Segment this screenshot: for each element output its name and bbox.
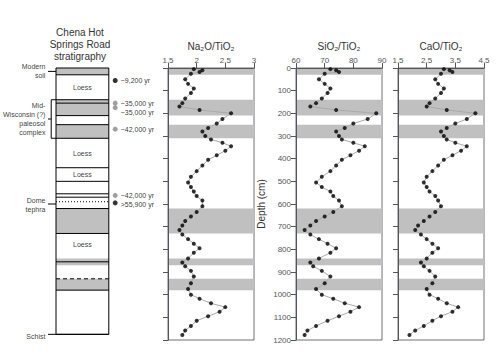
svg-text:600: 600: [278, 200, 292, 209]
svg-text:~35,000 yr: ~35,000 yr: [121, 100, 155, 108]
svg-text:1000: 1000: [273, 290, 291, 299]
svg-text:Depth (cm): Depth (cm): [256, 179, 267, 228]
svg-text:>55,900 yr: >55,900 yr: [121, 201, 155, 209]
svg-text:~9,200 yr: ~9,200 yr: [121, 77, 151, 85]
svg-text:~42,000 yr: ~42,000 yr: [121, 192, 155, 200]
svg-text:70: 70: [320, 56, 329, 65]
svg-text:Na₂O/TiO₂: Na₂O/TiO₂: [188, 41, 235, 52]
svg-text:800: 800: [278, 245, 292, 254]
svg-text:700: 700: [278, 222, 292, 231]
svg-text:Loess: Loess: [73, 241, 92, 248]
svg-text:200: 200: [278, 109, 292, 118]
svg-text:Modern: Modern: [22, 63, 46, 70]
svg-text:1100: 1100: [274, 313, 292, 322]
svg-text:paleosol: paleosol: [19, 120, 46, 128]
svg-text:100: 100: [278, 86, 292, 95]
svg-text:400: 400: [278, 154, 292, 163]
svg-text:300: 300: [278, 132, 292, 141]
svg-text:Wisconsin (?): Wisconsin (?): [3, 111, 45, 119]
svg-text:900: 900: [278, 268, 292, 277]
svg-text:SiO₂/TiO₂: SiO₂/TiO₂: [318, 41, 361, 52]
svg-text:Loess: Loess: [73, 84, 92, 91]
svg-text:1.5: 1.5: [392, 56, 404, 65]
svg-text:tephra: tephra: [26, 206, 46, 214]
svg-text:Loess: Loess: [73, 150, 92, 157]
svg-text:3.5: 3.5: [450, 56, 462, 65]
svg-text:2: 2: [194, 56, 199, 65]
svg-text:80: 80: [349, 56, 358, 65]
svg-text:Loess: Loess: [73, 171, 92, 178]
svg-text:~35,000 yr: ~35,000 yr: [121, 109, 155, 117]
svg-text:CaO/TiO₂: CaO/TiO₂: [420, 41, 463, 52]
svg-text:2.5: 2.5: [220, 56, 232, 65]
svg-text:Dome: Dome: [27, 197, 46, 204]
svg-text:Chena Hot: Chena Hot: [56, 27, 104, 38]
svg-text:Schist: Schist: [26, 333, 45, 340]
svg-text:1.5: 1.5: [162, 56, 174, 65]
svg-text:0: 0: [287, 64, 292, 73]
svg-text:90: 90: [378, 56, 387, 65]
svg-text:60: 60: [292, 56, 301, 65]
svg-text:2.5: 2.5: [421, 56, 433, 65]
svg-text:soil: soil: [35, 72, 46, 79]
svg-text:500: 500: [278, 177, 292, 186]
svg-text:1200: 1200: [273, 336, 291, 345]
svg-text:Springs Road: Springs Road: [50, 39, 111, 50]
svg-text:~42,000 yr: ~42,000 yr: [121, 126, 155, 134]
svg-text:3: 3: [252, 56, 257, 65]
svg-text:Mid-: Mid-: [32, 102, 46, 109]
svg-text:complex: complex: [19, 129, 46, 137]
svg-text:4.5: 4.5: [478, 56, 490, 65]
svg-text:stratigraphy: stratigraphy: [54, 51, 106, 62]
